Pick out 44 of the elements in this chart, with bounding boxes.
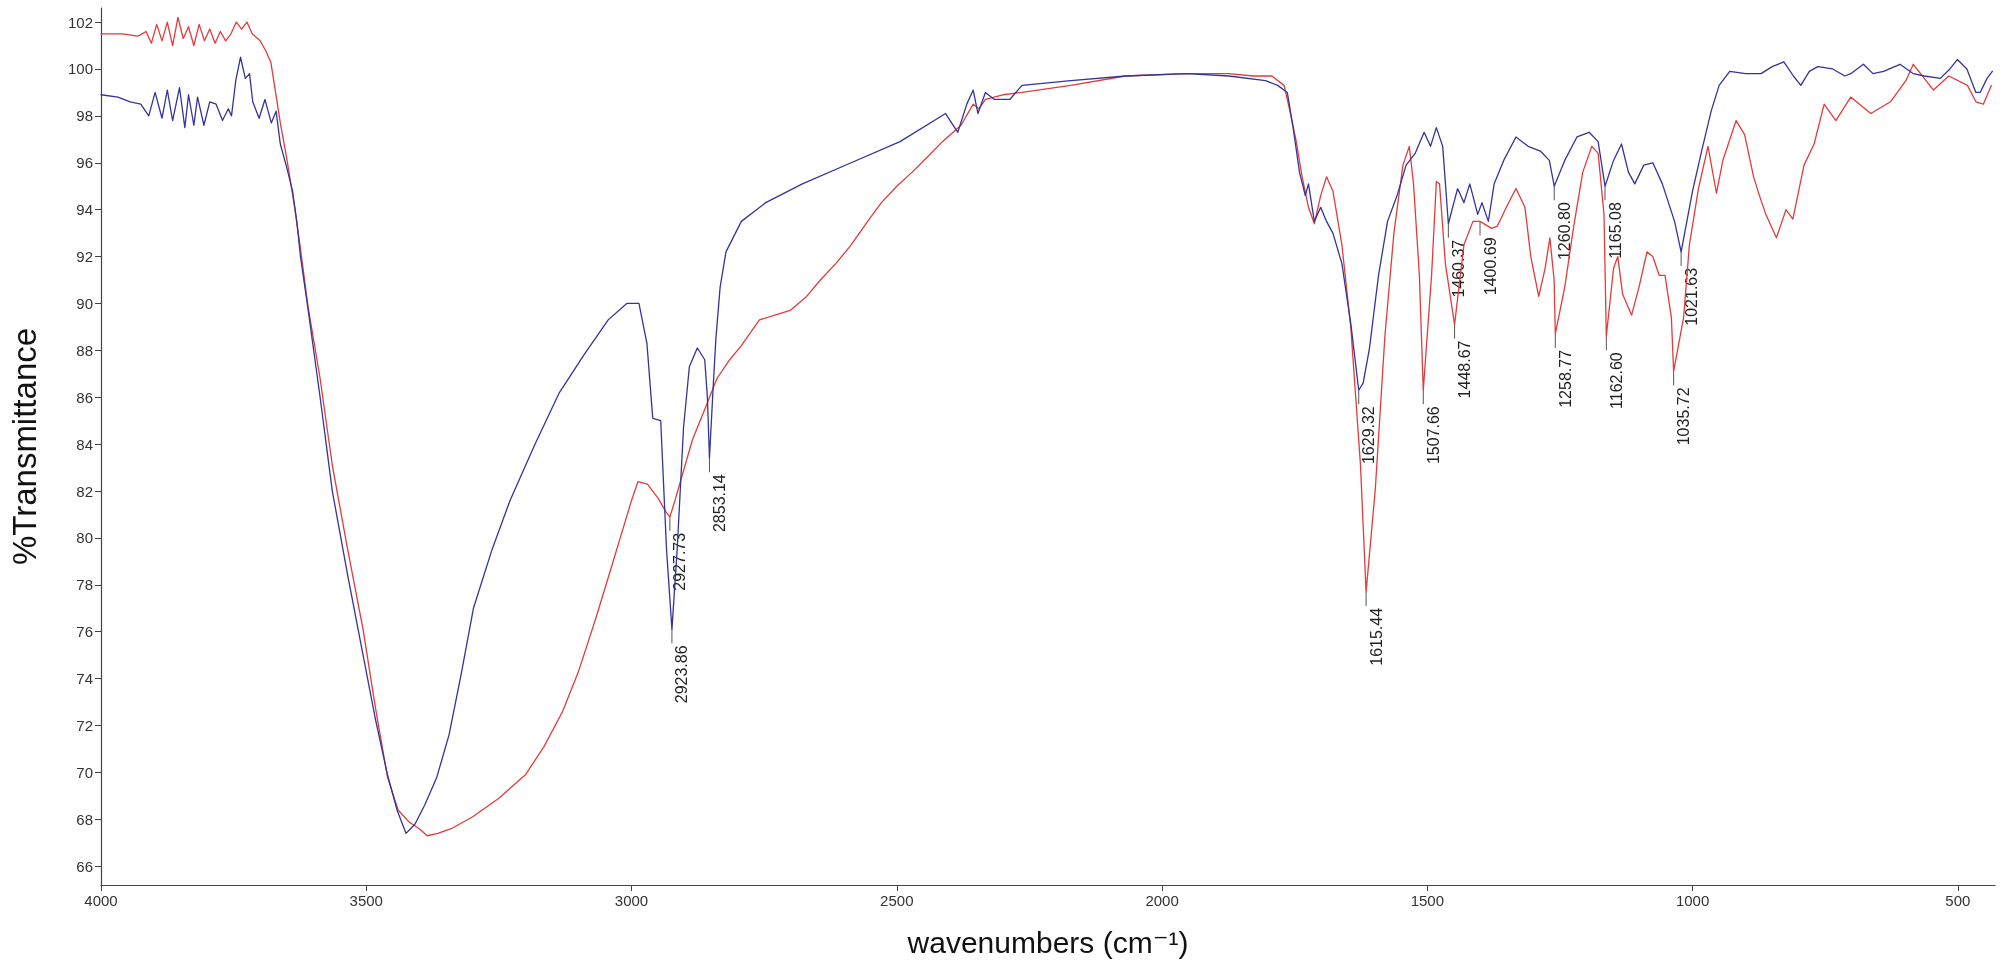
x-tick-label: 2500 [880,892,914,909]
y-tick-label: 94 [76,201,93,219]
x-tick-label: 4000 [84,892,118,909]
x-tick-label: 500 [1945,892,1971,909]
y-tick-label: 72 [76,717,93,735]
y-tick-label: 74 [76,670,93,688]
x-tick-label: 3500 [349,892,383,909]
annotation: 1629.32 [1360,406,1378,465]
y-axis-title: %Transmittance [6,327,43,566]
annotation: 1448.67 [1456,340,1474,399]
y-tick-label: 88 [76,341,93,359]
x-tick-label: 2000 [1145,892,1179,909]
y-tick-label: 86 [76,388,93,406]
annotation: 1258.77 [1556,349,1574,408]
annotation: 2853.14 [710,474,728,533]
x-tick-label: 1500 [1410,892,1445,909]
x-axis-title: wavenumbers (cm⁻¹) [906,925,1189,959]
x-tick-label: 3000 [614,892,649,909]
y-tick-label: 68 [76,810,93,828]
y-tick-label: 84 [76,435,93,453]
annotation: 1507.66 [1424,406,1442,465]
annotation: 2927.73 [671,532,689,591]
annotation: 1615.44 [1367,607,1385,666]
y-tick-label: 82 [76,482,93,500]
y-tick-label: 96 [76,154,93,172]
y-tick-label: 76 [76,623,93,641]
y-tick-label: 70 [76,763,93,781]
y-tick-label: 78 [76,576,93,594]
y-tick-label: 80 [76,529,93,547]
x-tick-label: 1000 [1675,892,1710,909]
y-tick-label: 100 [67,60,93,78]
y-tick-label: 66 [76,857,93,875]
y-tick-label: 90 [76,294,93,312]
y-tick-label: 98 [76,107,93,125]
annotation: 1165.08 [1606,202,1624,259]
annotation: 1162.60 [1607,352,1625,409]
y-tick-label: 102 [67,13,93,31]
annotation: 1260.80 [1555,202,1573,261]
annotation: 1035.72 [1675,387,1693,446]
annotation: 1021.63 [1682,267,1700,326]
annotation: 2923.86 [673,645,691,704]
annotation: 1460.37 [1449,239,1467,298]
annotation: 1400.69 [1481,237,1499,296]
y-tick-label: 92 [76,248,93,266]
